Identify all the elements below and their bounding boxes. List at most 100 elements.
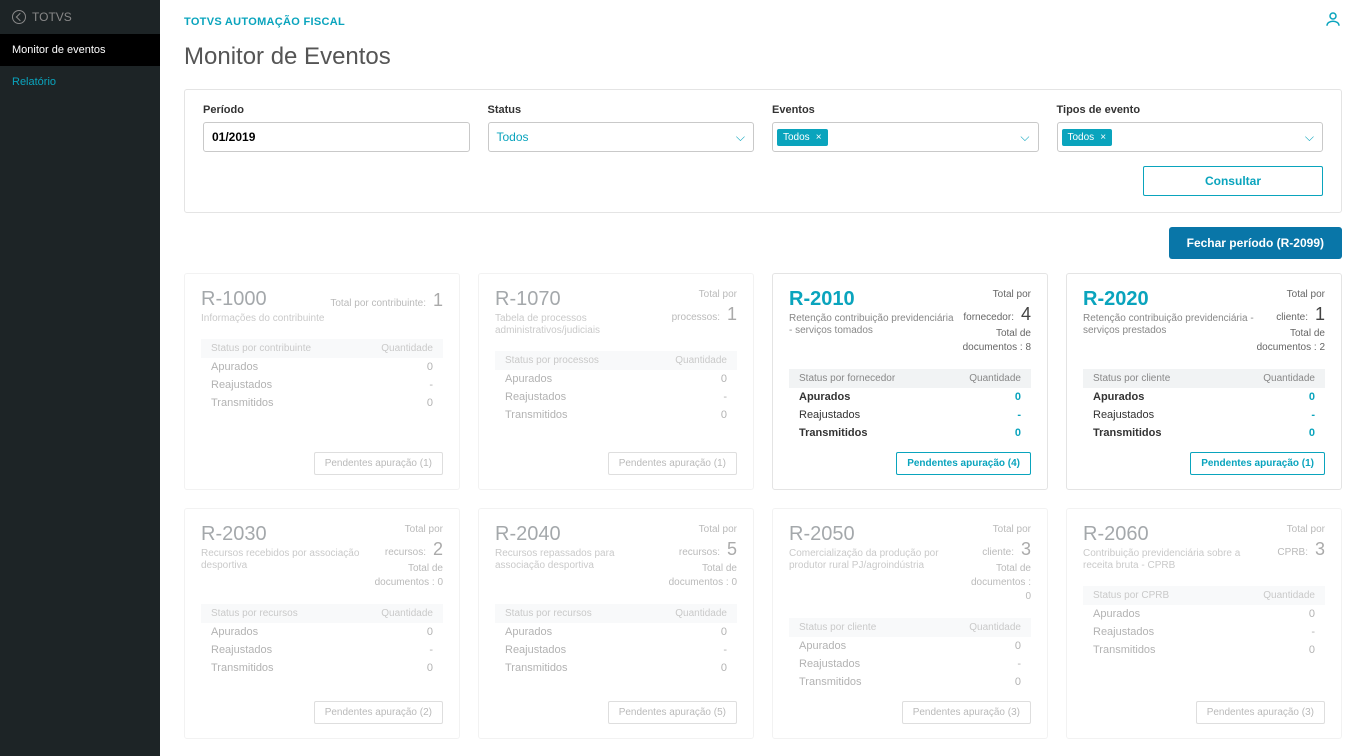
card-subtitle: Recursos recebidos por associação despor… xyxy=(201,548,361,572)
row-reajustados-value: - xyxy=(723,391,727,403)
row-reajustados-label: Reajustados xyxy=(505,391,566,403)
status-table: Status por recursos Quantidade Apurados0… xyxy=(201,604,443,677)
card-subtitle: Retenção contribuição previdenciária - s… xyxy=(1083,313,1254,337)
card-code: R-2030 xyxy=(201,523,361,546)
chip-remove-icon[interactable]: × xyxy=(816,132,822,143)
pendentes-button[interactable]: Pendentes apuração (3) xyxy=(902,701,1031,724)
card-subtitle: Tabela de processos administrativos/judi… xyxy=(495,313,653,337)
row-transmitidos-label: Transmitidos xyxy=(211,397,274,409)
app-title: TOTVS AUTOMAÇÃO FISCAL xyxy=(184,16,345,28)
status-head-left: Status por CPRB xyxy=(1093,590,1169,601)
status-table: Status por fornecedor Quantidade Apurado… xyxy=(789,369,1031,442)
row-apurados-label: Apurados xyxy=(211,361,258,373)
row-reajustados-label: Reajustados xyxy=(211,644,272,656)
row-reajustados-value: - xyxy=(1311,409,1315,421)
card-totals: Total por CPRB: 3 xyxy=(1262,523,1325,562)
row-reajustados-value: - xyxy=(1017,409,1021,421)
row-transmitidos-value: 0 xyxy=(427,662,433,674)
event-card-R-2060[interactable]: R-2060 Contribuição previdenciária sobre… xyxy=(1066,508,1342,739)
status-head-right: Quantidade xyxy=(675,355,727,366)
periodo-input[interactable] xyxy=(203,122,470,152)
event-card-R-1070[interactable]: R-1070 Tabela de processos administrativ… xyxy=(478,273,754,490)
row-apurados-value: 0 xyxy=(721,626,727,638)
event-card-R-2020[interactable]: R-2020 Retenção contribuição previdenciá… xyxy=(1066,273,1342,490)
event-card-R-2030[interactable]: R-2030 Recursos recebidos por associação… xyxy=(184,508,460,739)
chevron-down-icon: ⌵ xyxy=(1020,130,1029,145)
row-apurados-value: 0 xyxy=(721,373,727,385)
card-totals: Total por recursos: 5 Total de documento… xyxy=(659,523,737,590)
row-apurados-label: Apurados xyxy=(505,626,552,638)
chevron-down-icon: ⌵ xyxy=(1305,130,1314,145)
pendentes-button[interactable]: Pendentes apuração (4) xyxy=(896,452,1031,475)
topbar: TOTVS AUTOMAÇÃO FISCAL xyxy=(184,10,1342,33)
card-totals: Total por cliente: 1 Total de documentos… xyxy=(1254,288,1325,355)
eventos-select[interactable]: Todos × ⌵ xyxy=(772,122,1039,152)
user-icon[interactable] xyxy=(1324,10,1342,33)
event-card-R-1000[interactable]: R-1000 Informações do contribuinte Total… xyxy=(184,273,460,490)
card-code: R-2060 xyxy=(1083,523,1262,546)
card-totals: Total por processos: 1 xyxy=(653,288,737,327)
row-apurados-value: 0 xyxy=(1015,640,1021,652)
chevron-down-icon: ⌵ xyxy=(736,130,745,145)
row-apurados-value: 0 xyxy=(1309,608,1315,620)
row-reajustados-value: - xyxy=(1017,658,1021,670)
row-apurados-label: Apurados xyxy=(799,640,846,652)
row-transmitidos-value: 0 xyxy=(721,662,727,674)
card-code: R-2010 xyxy=(789,288,958,311)
row-apurados-label: Apurados xyxy=(211,626,258,638)
event-card-R-2050[interactable]: R-2050 Comercialização da produção por p… xyxy=(772,508,1048,739)
logo-icon xyxy=(12,10,26,24)
pendentes-button[interactable]: Pendentes apuração (1) xyxy=(314,452,443,475)
row-apurados-label: Apurados xyxy=(1093,608,1140,620)
row-reajustados-value: - xyxy=(1311,626,1315,638)
nav-relatorio[interactable]: Relatório xyxy=(0,66,160,98)
brand-logo: TOTVS xyxy=(0,0,160,34)
status-select[interactable]: Todos ⌵ xyxy=(488,122,755,152)
row-transmitidos-value: 0 xyxy=(1015,676,1021,688)
event-card-R-2010[interactable]: R-2010 Retenção contribuição previdenciá… xyxy=(772,273,1048,490)
nav-monitor-eventos[interactable]: Monitor de eventos xyxy=(0,34,160,66)
sidebar: TOTVS Monitor de eventos Relatório xyxy=(0,0,160,756)
filter-periodo: Período xyxy=(203,104,470,152)
eventos-chip: Todos × xyxy=(777,129,828,146)
row-reajustados-value: - xyxy=(723,644,727,656)
filter-eventos: Eventos Todos × ⌵ xyxy=(772,104,1039,152)
card-code: R-1070 xyxy=(495,288,653,311)
row-reajustados-label: Reajustados xyxy=(799,658,860,670)
consultar-button[interactable]: Consultar xyxy=(1143,166,1323,196)
event-card-R-2040[interactable]: R-2040 Recursos repassados para associaç… xyxy=(478,508,754,739)
row-transmitidos-value: 0 xyxy=(1015,427,1021,439)
cards-grid: R-1000 Informações do contribuinte Total… xyxy=(184,273,1342,739)
row-apurados-value: 0 xyxy=(427,361,433,373)
pendentes-button[interactable]: Pendentes apuração (1) xyxy=(608,452,737,475)
status-head-left: Status por cliente xyxy=(799,622,876,633)
pendentes-button[interactable]: Pendentes apuração (5) xyxy=(608,701,737,724)
status-head-right: Quantidade xyxy=(969,373,1021,384)
row-transmitidos-label: Transmitidos xyxy=(505,662,568,674)
status-head-right: Quantidade xyxy=(969,622,1021,633)
row-transmitidos-label: Transmitidos xyxy=(505,409,568,421)
fechar-periodo-button[interactable]: Fechar período (R-2099) xyxy=(1169,227,1342,259)
status-table: Status por CPRB Quantidade Apurados0 Rea… xyxy=(1083,586,1325,659)
tipos-select[interactable]: Todos × ⌵ xyxy=(1057,122,1324,152)
brand-text: TOTVS xyxy=(32,10,72,24)
card-subtitle: Recursos repassados para associação desp… xyxy=(495,548,659,572)
status-head-left: Status por processos xyxy=(505,355,599,366)
row-reajustados-label: Reajustados xyxy=(211,379,272,391)
pendentes-button[interactable]: Pendentes apuração (3) xyxy=(1196,701,1325,724)
row-reajustados-value: - xyxy=(429,644,433,656)
status-head-right: Quantidade xyxy=(675,608,727,619)
card-code: R-2020 xyxy=(1083,288,1254,311)
chip-remove-icon[interactable]: × xyxy=(1100,132,1106,143)
pendentes-button[interactable]: Pendentes apuração (1) xyxy=(1190,452,1325,475)
status-head-left: Status por cliente xyxy=(1093,373,1170,384)
row-transmitidos-label: Transmitidos xyxy=(799,676,862,688)
tipos-label: Tipos de evento xyxy=(1057,104,1324,116)
card-totals: Total por recursos: 2 Total de documento… xyxy=(361,523,443,590)
card-subtitle: Informações do contribuinte xyxy=(201,313,324,325)
card-subtitle: Contribuição previdenciária sobre a rece… xyxy=(1083,548,1262,572)
row-transmitidos-value: 0 xyxy=(427,397,433,409)
pendentes-button[interactable]: Pendentes apuração (2) xyxy=(314,701,443,724)
filter-tipos: Tipos de evento Todos × ⌵ xyxy=(1057,104,1324,152)
row-apurados-value: 0 xyxy=(1309,391,1315,403)
